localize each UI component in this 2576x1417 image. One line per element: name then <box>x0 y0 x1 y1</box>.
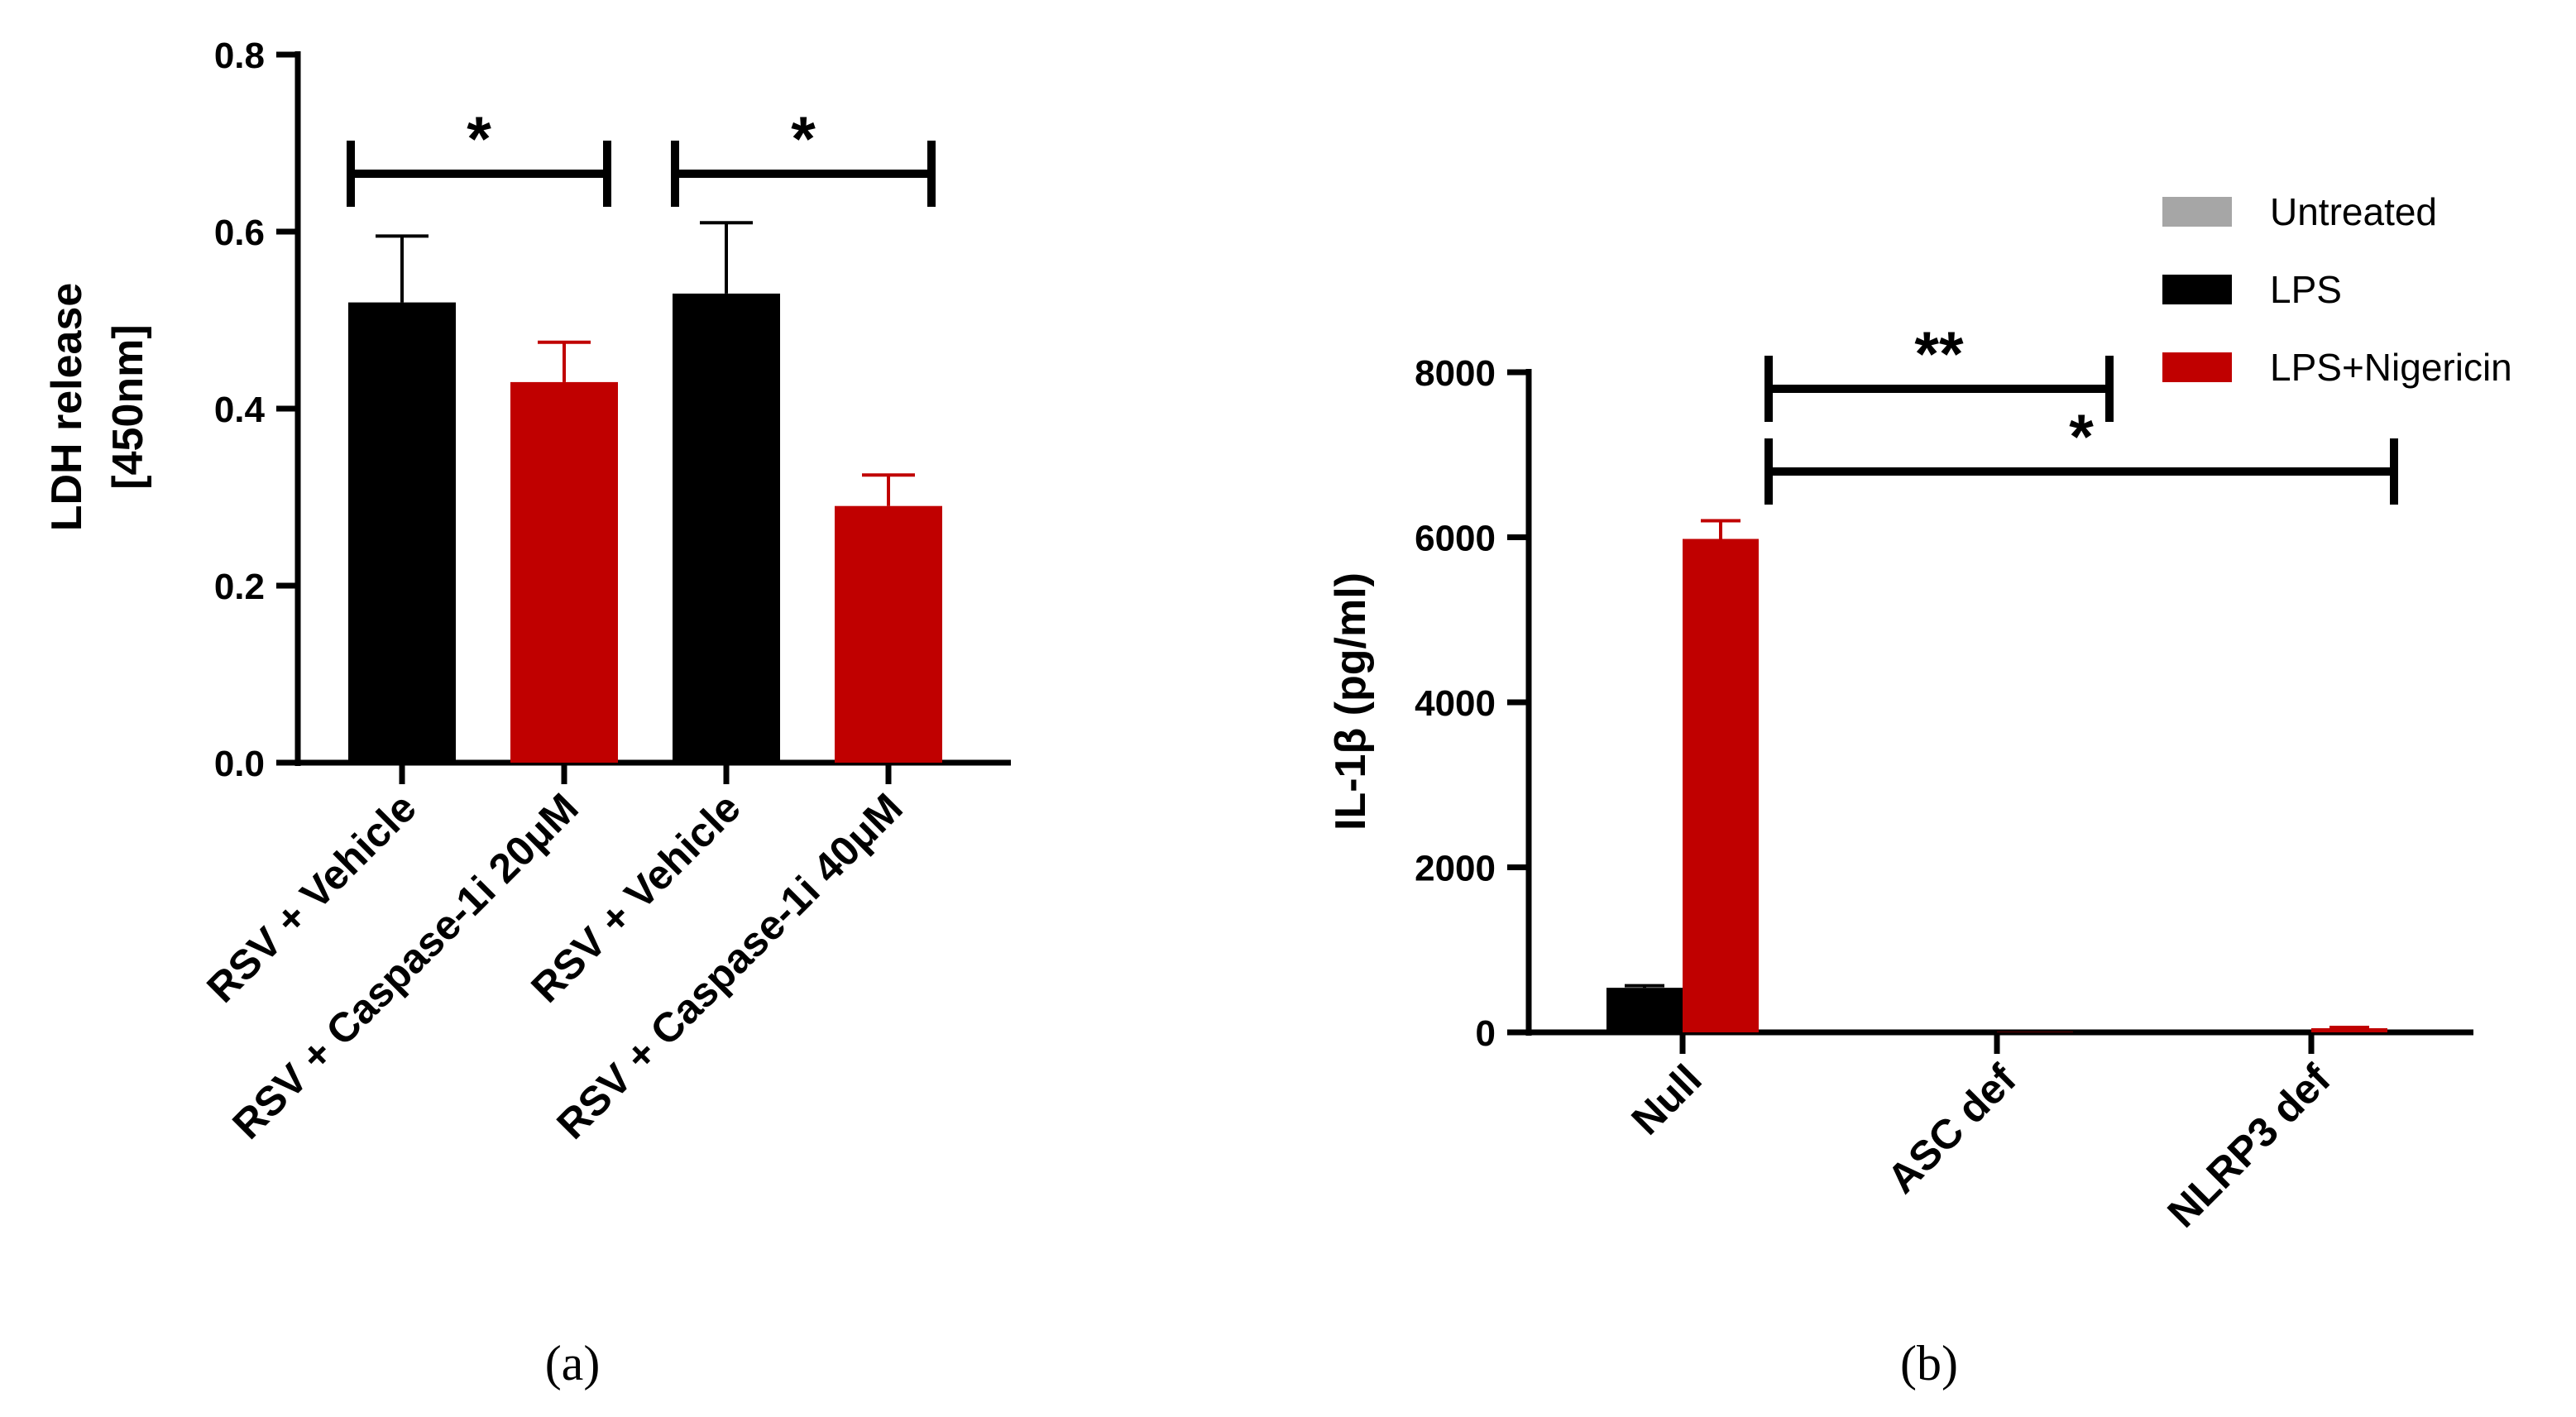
chart-b-significance-label: * <box>2069 402 2094 472</box>
chart-a-bar <box>348 302 456 764</box>
chart-a-significance-label: * <box>791 104 816 175</box>
chart-b-ytick-label: 6000 <box>1415 519 1496 559</box>
chart-b-ytick-label: 2000 <box>1415 849 1496 889</box>
chart-a-category-label: RSV + Caspase-1i 20μM <box>223 784 587 1148</box>
chart-a-ylabel-line-2: [450nm] <box>104 324 152 489</box>
chart-b-ylabel: IL-1β (pg/ml) <box>1327 572 1375 831</box>
chart-b-bar <box>1606 988 1683 1032</box>
chart-a-ytick-label: 0.6 <box>214 213 265 253</box>
chart-b-legend-label: LPS <box>2270 268 2342 311</box>
chart-b-legend-label: LPS+Nigericin <box>2270 346 2512 389</box>
chart-a-category-label: RSV + Caspase-1i 40μM <box>548 784 912 1148</box>
chart-b-category-label: NLRP3 def <box>2158 1056 2339 1237</box>
chart-b-bar <box>1683 539 1759 1032</box>
chart-b-ytick-label: 0 <box>1476 1013 1496 1054</box>
chart-b-panel-label: (b) <box>1900 1336 1958 1391</box>
chart-a-bar <box>673 293 780 763</box>
chart-a-bar <box>510 381 618 763</box>
chart-a-ytick-label: 0.8 <box>214 36 265 76</box>
chart-a-ytick-label: 0.0 <box>214 744 265 784</box>
chart-b: IL-1β (pg/ml) (b) 0 2000 4000 6000 8000 Null A… <box>1327 190 2512 1391</box>
chart-a: LDH release [450nm] (a) 0.0 0.2 0.4 0.6 0.8 R… <box>43 36 1011 1391</box>
chart-b-ytick-label: 4000 <box>1415 683 1496 724</box>
chart-b-category-label: Null <box>1622 1056 1710 1143</box>
chart-b-legend-swatch <box>2162 352 2232 382</box>
chart-b-legend-swatch <box>2162 275 2232 304</box>
chart-a-ytick-label: 0.2 <box>214 567 265 607</box>
chart-b-legend-swatch <box>2162 197 2232 227</box>
chart-a-ylabel-line-1: LDH release <box>43 283 91 532</box>
chart-a-ytick-label: 0.4 <box>214 390 266 430</box>
chart-a-bar <box>835 505 942 763</box>
chart-a-panel-label: (a) <box>545 1336 601 1391</box>
chart-b-category-label: ASC def <box>1879 1056 2025 1202</box>
chart-b-ytick-label: 8000 <box>1415 353 1496 394</box>
chart-b-legend-label: Untreated <box>2270 190 2437 233</box>
chart-b-bar <box>2311 1028 2387 1032</box>
chart-a-significance-label: * <box>467 104 491 175</box>
chart-b-significance-label: ** <box>1914 319 1964 390</box>
